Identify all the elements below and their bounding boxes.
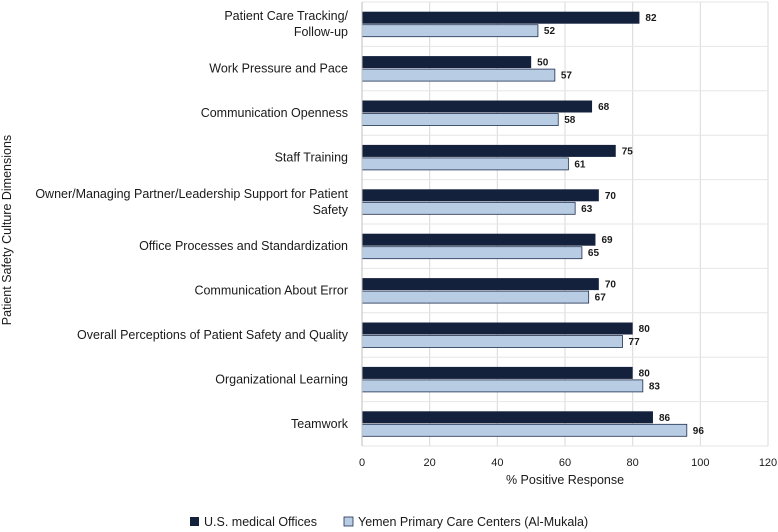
bar-yemen [361,24,539,38]
value-label: 69 [601,235,613,246]
value-label: 61 [574,159,586,170]
value-label: 70 [605,280,617,291]
legend-swatch [190,517,199,526]
value-label: 67 [595,293,607,304]
y-axis-title: Patient Safety Culture Dimensions [0,135,14,325]
legend-label: Yemen Primary Care Centers (Al-Mukala) [358,515,588,529]
bar-yemen [361,290,590,304]
value-label: 70 [605,191,617,202]
x-tick-label: 0 [359,457,365,469]
bar-yemen [361,68,556,82]
bar-us [362,233,596,246]
value-label: 57 [561,71,573,82]
value-label: 83 [649,381,661,392]
category-label-line: Patient Care Tracking/ [224,9,348,23]
category-label: Work Pressure and Pace [209,62,348,76]
bar-yemen [361,335,623,348]
category-label: Communication Openness [201,106,348,120]
gridlines [362,1,769,447]
x-tick-label: 60 [559,457,571,469]
category-label-line: Communication Openness [201,106,348,120]
bar-us [362,411,653,424]
value-label: 86 [659,413,671,424]
category-label-line: Overall Perceptions of Patient Safety an… [77,328,349,342]
category-label: Office Processes and Standardization [139,239,348,253]
x-axis-title: % Positive Response [506,473,624,487]
legend-swatch [343,516,354,527]
value-label: 50 [537,58,549,69]
bar-yemen [361,246,583,260]
category-label-line: Organizational Learning [215,372,348,386]
category-label-line: Safety [313,203,349,217]
category-label: Overall Perceptions of Patient Safety an… [77,328,349,342]
category-label-line: Follow-up [294,25,348,39]
bar-us [362,56,532,69]
category-label: Owner/Managing Partner/Leadership Suppor… [35,187,348,217]
x-tick-label: 20 [424,457,436,469]
value-label: 68 [598,102,610,113]
x-tick-label: 40 [491,457,503,469]
category-label-line: Staff Training [275,150,348,164]
bar-us [362,322,633,335]
value-label: 58 [564,115,576,126]
value-label: 82 [645,13,657,24]
category-label: Organizational Learning [215,372,348,386]
category-label-line: Owner/Managing Partner/Leadership Suppor… [35,187,348,201]
category-label-line: Communication About Error [194,284,348,298]
x-tick-label: 80 [627,457,639,469]
bar-us [362,278,599,291]
bar-yemen [361,201,576,215]
bar-us [362,100,593,113]
category-label-line: Teamwork [291,417,349,431]
category-label: Staff Training [275,150,348,164]
value-label: 80 [639,368,651,379]
bar-yemen [361,157,569,171]
x-tick-label: 100 [691,457,709,469]
category-label-line: Work Pressure and Pace [209,62,348,76]
value-label: 52 [544,26,556,37]
value-label: 65 [588,248,600,259]
bar-us [362,366,633,379]
bar-yemen [361,423,688,437]
x-tick-labels: 0 20 40 60 80 100 120 [359,457,777,469]
legend: U.S. medical Offices Yemen Primary Care C… [190,515,588,529]
category-labels: Patient Care Tracking/Follow-up Work Pres… [35,9,348,431]
category-label: Patient Care Tracking/Follow-up [224,9,348,39]
value-label: 77 [629,337,641,348]
value-label: 63 [581,204,593,215]
bar-us [362,144,616,157]
legend-label: U.S. medical Offices [204,515,317,529]
value-label: 96 [693,426,705,437]
bar-yemen [361,379,644,393]
category-label-line: Office Processes and Standardization [139,239,348,253]
value-label: 80 [639,324,651,335]
value-label: 75 [622,146,634,157]
bar-us [362,189,599,202]
bar-yemen [361,113,559,126]
category-label: Teamwork [291,417,349,431]
x-tick-label: 120 [759,457,777,469]
category-label: Communication About Error [194,284,348,298]
bar-us [362,11,640,24]
